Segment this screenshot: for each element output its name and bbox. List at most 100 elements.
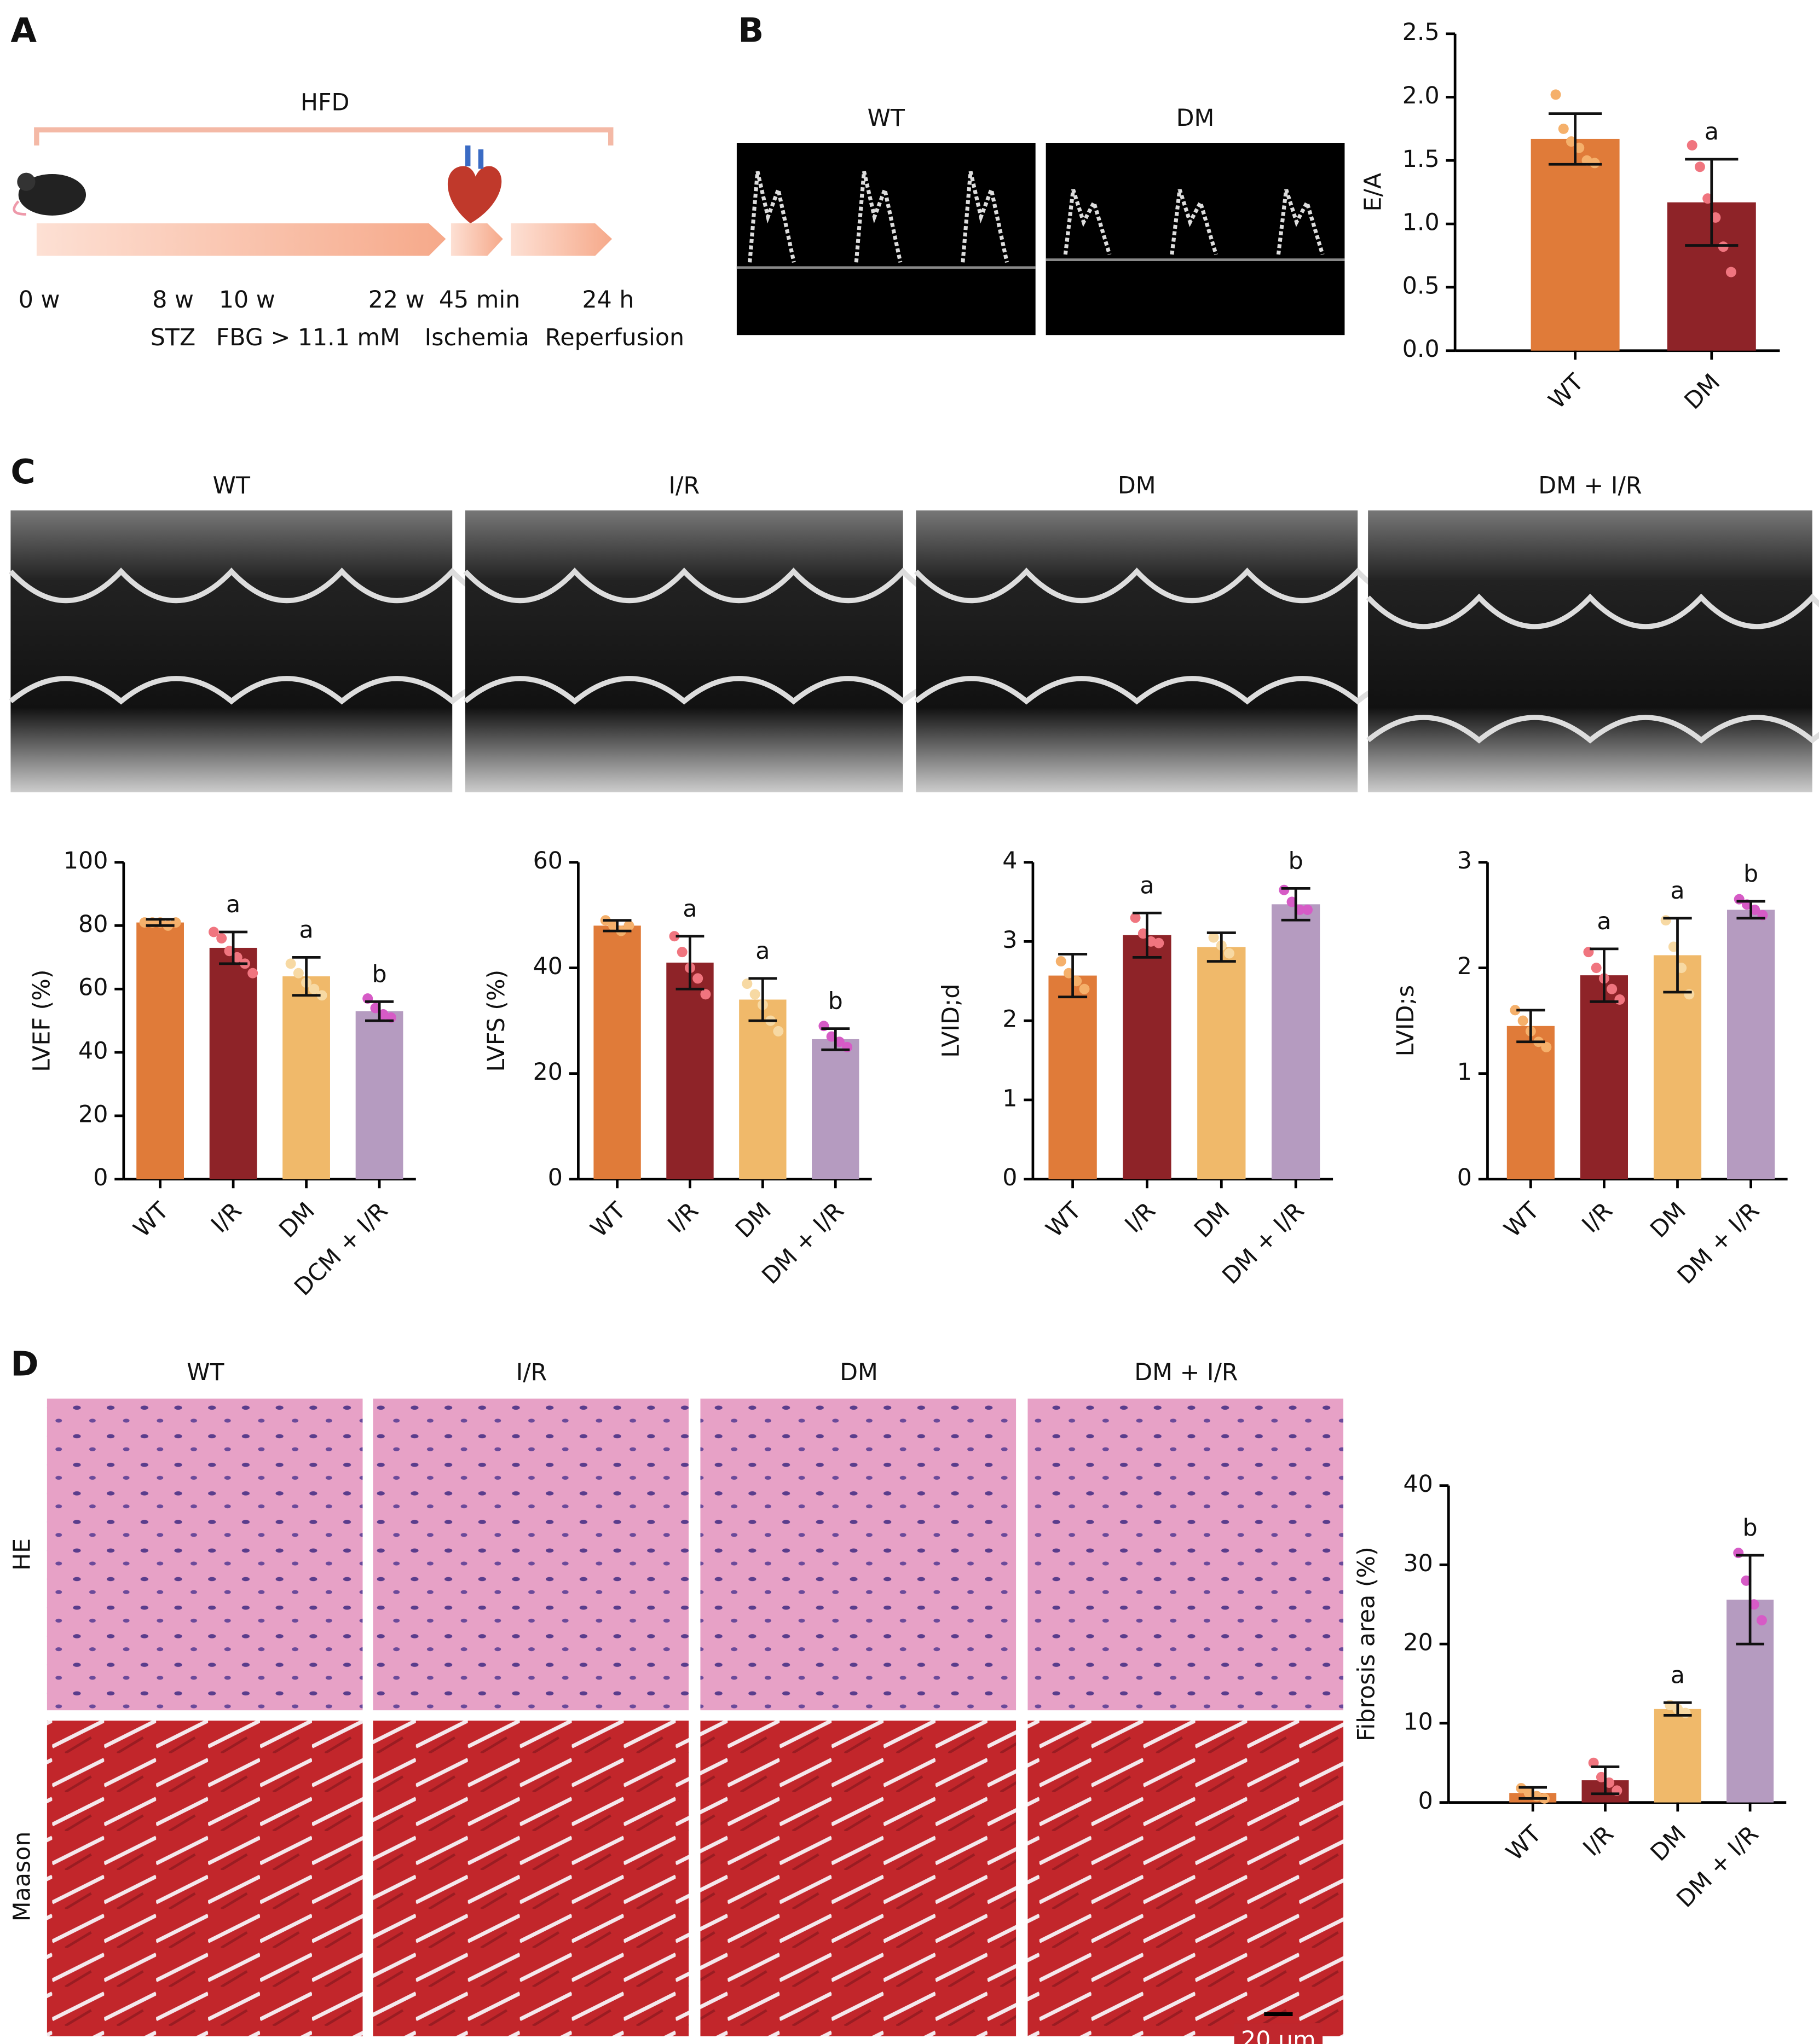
y-tick-label: 20 xyxy=(1403,1629,1433,1657)
y-tick-label: 20 xyxy=(533,1058,563,1086)
y-axis-label: E/A xyxy=(1360,173,1387,212)
scale-bg xyxy=(1234,2023,1323,2044)
time-label: 22 w xyxy=(368,286,425,314)
y-tick-label: 4 xyxy=(1002,847,1017,875)
error-bar xyxy=(1663,1701,1692,1717)
error-bar xyxy=(821,1027,850,1051)
bar xyxy=(1272,904,1320,1179)
error-bar xyxy=(748,977,777,1022)
significance-label: a xyxy=(1597,908,1611,935)
x-tick-label: DM xyxy=(1679,368,1726,415)
arrow xyxy=(36,223,446,256)
y-tick-label: 100 xyxy=(63,847,108,875)
x-tick-label: DM xyxy=(1645,1197,1691,1243)
data-point xyxy=(1591,963,1602,974)
y-tick-label: 3 xyxy=(1002,927,1017,954)
heart-icon xyxy=(447,145,502,224)
data-point xyxy=(1687,140,1697,150)
bar xyxy=(593,925,641,1179)
y-tick-label: 40 xyxy=(78,1038,108,1065)
data-point xyxy=(1517,1015,1528,1026)
significance-label: b xyxy=(828,988,843,1015)
data-point xyxy=(309,983,320,994)
image-label: DM xyxy=(840,1359,878,1386)
time-label: 10 w xyxy=(219,286,275,314)
mmode-image xyxy=(10,510,453,792)
time-label: 45 min xyxy=(439,286,520,314)
significance-label: b xyxy=(1743,1514,1758,1542)
time-label: 8 w xyxy=(152,286,194,314)
y-axis-label: LVEF (%) xyxy=(28,969,55,1072)
y-tick-label: 0 xyxy=(93,1164,108,1191)
mouse-icon xyxy=(13,172,86,216)
y-tick-label: 20 xyxy=(78,1101,108,1128)
bar xyxy=(1531,138,1620,351)
bar xyxy=(1048,975,1097,1179)
significance-label: b xyxy=(372,960,386,988)
data-point xyxy=(285,958,296,969)
bar xyxy=(1197,947,1246,1179)
image-label: DM + I/R xyxy=(1538,472,1642,499)
bar xyxy=(355,1011,403,1179)
mmode-image xyxy=(465,510,903,792)
doppler-wave xyxy=(1170,189,1218,256)
y-axis-label: LVFS (%) xyxy=(483,970,510,1072)
error-bar xyxy=(1058,953,1088,999)
data-point xyxy=(1588,1757,1599,1768)
image-label: WT xyxy=(213,472,251,499)
data-point xyxy=(1607,983,1618,994)
panel-label: C xyxy=(10,452,35,491)
data-point xyxy=(209,927,219,937)
he-image xyxy=(1027,1398,1344,1711)
data-point xyxy=(1541,1041,1552,1052)
y-tick-label: 2 xyxy=(1457,953,1472,980)
image-label: DM + I/R xyxy=(1134,1359,1238,1386)
data-point xyxy=(749,989,760,1000)
error-bar xyxy=(1281,887,1310,922)
data-point xyxy=(700,989,711,1000)
event-label: Ischemia xyxy=(425,324,529,351)
he-image xyxy=(373,1398,689,1711)
error-bar xyxy=(1663,917,1692,994)
y-tick-label: 1 xyxy=(1002,1085,1017,1112)
error-bar xyxy=(1549,112,1602,166)
y-tick-label: 1 xyxy=(1457,1058,1472,1086)
y-tick-label: 30 xyxy=(1403,1550,1433,1577)
arrow xyxy=(451,223,503,256)
image-label: I/R xyxy=(668,472,700,499)
data-point xyxy=(1684,989,1695,1000)
image-label: DM xyxy=(1176,105,1215,132)
he-image xyxy=(47,1398,363,1711)
y-tick-label: 0 xyxy=(1002,1164,1017,1191)
doppler-image xyxy=(1046,143,1345,335)
data-point xyxy=(1660,915,1671,926)
data-point xyxy=(1208,932,1219,943)
data-point xyxy=(1614,994,1625,1005)
image-label: DM xyxy=(1118,472,1156,499)
x-tick-label: DM xyxy=(730,1197,777,1243)
data-point xyxy=(677,947,688,958)
error-bar xyxy=(1685,158,1739,247)
error-bar xyxy=(603,919,632,933)
data-point xyxy=(1224,948,1235,959)
significance-label: a xyxy=(755,937,770,965)
data-point xyxy=(1279,884,1290,895)
bar xyxy=(1654,1709,1701,1803)
x-tick-label: WT xyxy=(585,1197,631,1243)
data-point xyxy=(773,1026,784,1037)
significance-label: a xyxy=(1670,877,1684,905)
doppler-wave xyxy=(961,171,1009,263)
timeline-label: HFD xyxy=(301,89,350,116)
bar xyxy=(812,1039,859,1179)
image-label: WT xyxy=(187,1359,224,1386)
data-point xyxy=(247,968,258,978)
x-tick-label: DM xyxy=(274,1197,320,1243)
significance-label: a xyxy=(299,916,313,943)
x-tick-label: I/R xyxy=(1577,1197,1618,1238)
y-tick-label: 60 xyxy=(78,974,108,1001)
bar xyxy=(209,947,257,1179)
row-label: HE xyxy=(9,1538,36,1571)
data-point xyxy=(1510,1005,1521,1016)
panel-label: A xyxy=(10,10,37,50)
y-tick-label: 0 xyxy=(1418,1787,1433,1815)
